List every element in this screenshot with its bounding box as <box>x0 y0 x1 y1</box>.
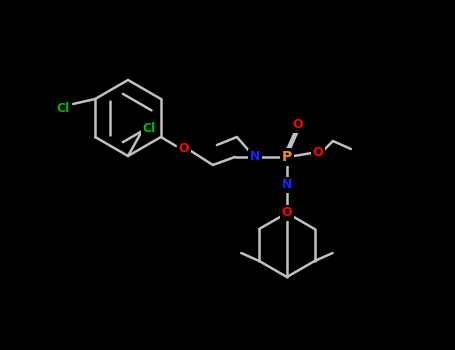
Text: O: O <box>282 206 292 219</box>
Text: O: O <box>179 142 189 155</box>
Text: N: N <box>282 178 292 191</box>
Text: N: N <box>250 150 260 163</box>
Text: O: O <box>293 119 303 132</box>
Text: Cl: Cl <box>56 103 70 116</box>
Text: O: O <box>313 147 323 160</box>
Text: Cl: Cl <box>142 121 156 134</box>
Text: P: P <box>282 150 292 164</box>
